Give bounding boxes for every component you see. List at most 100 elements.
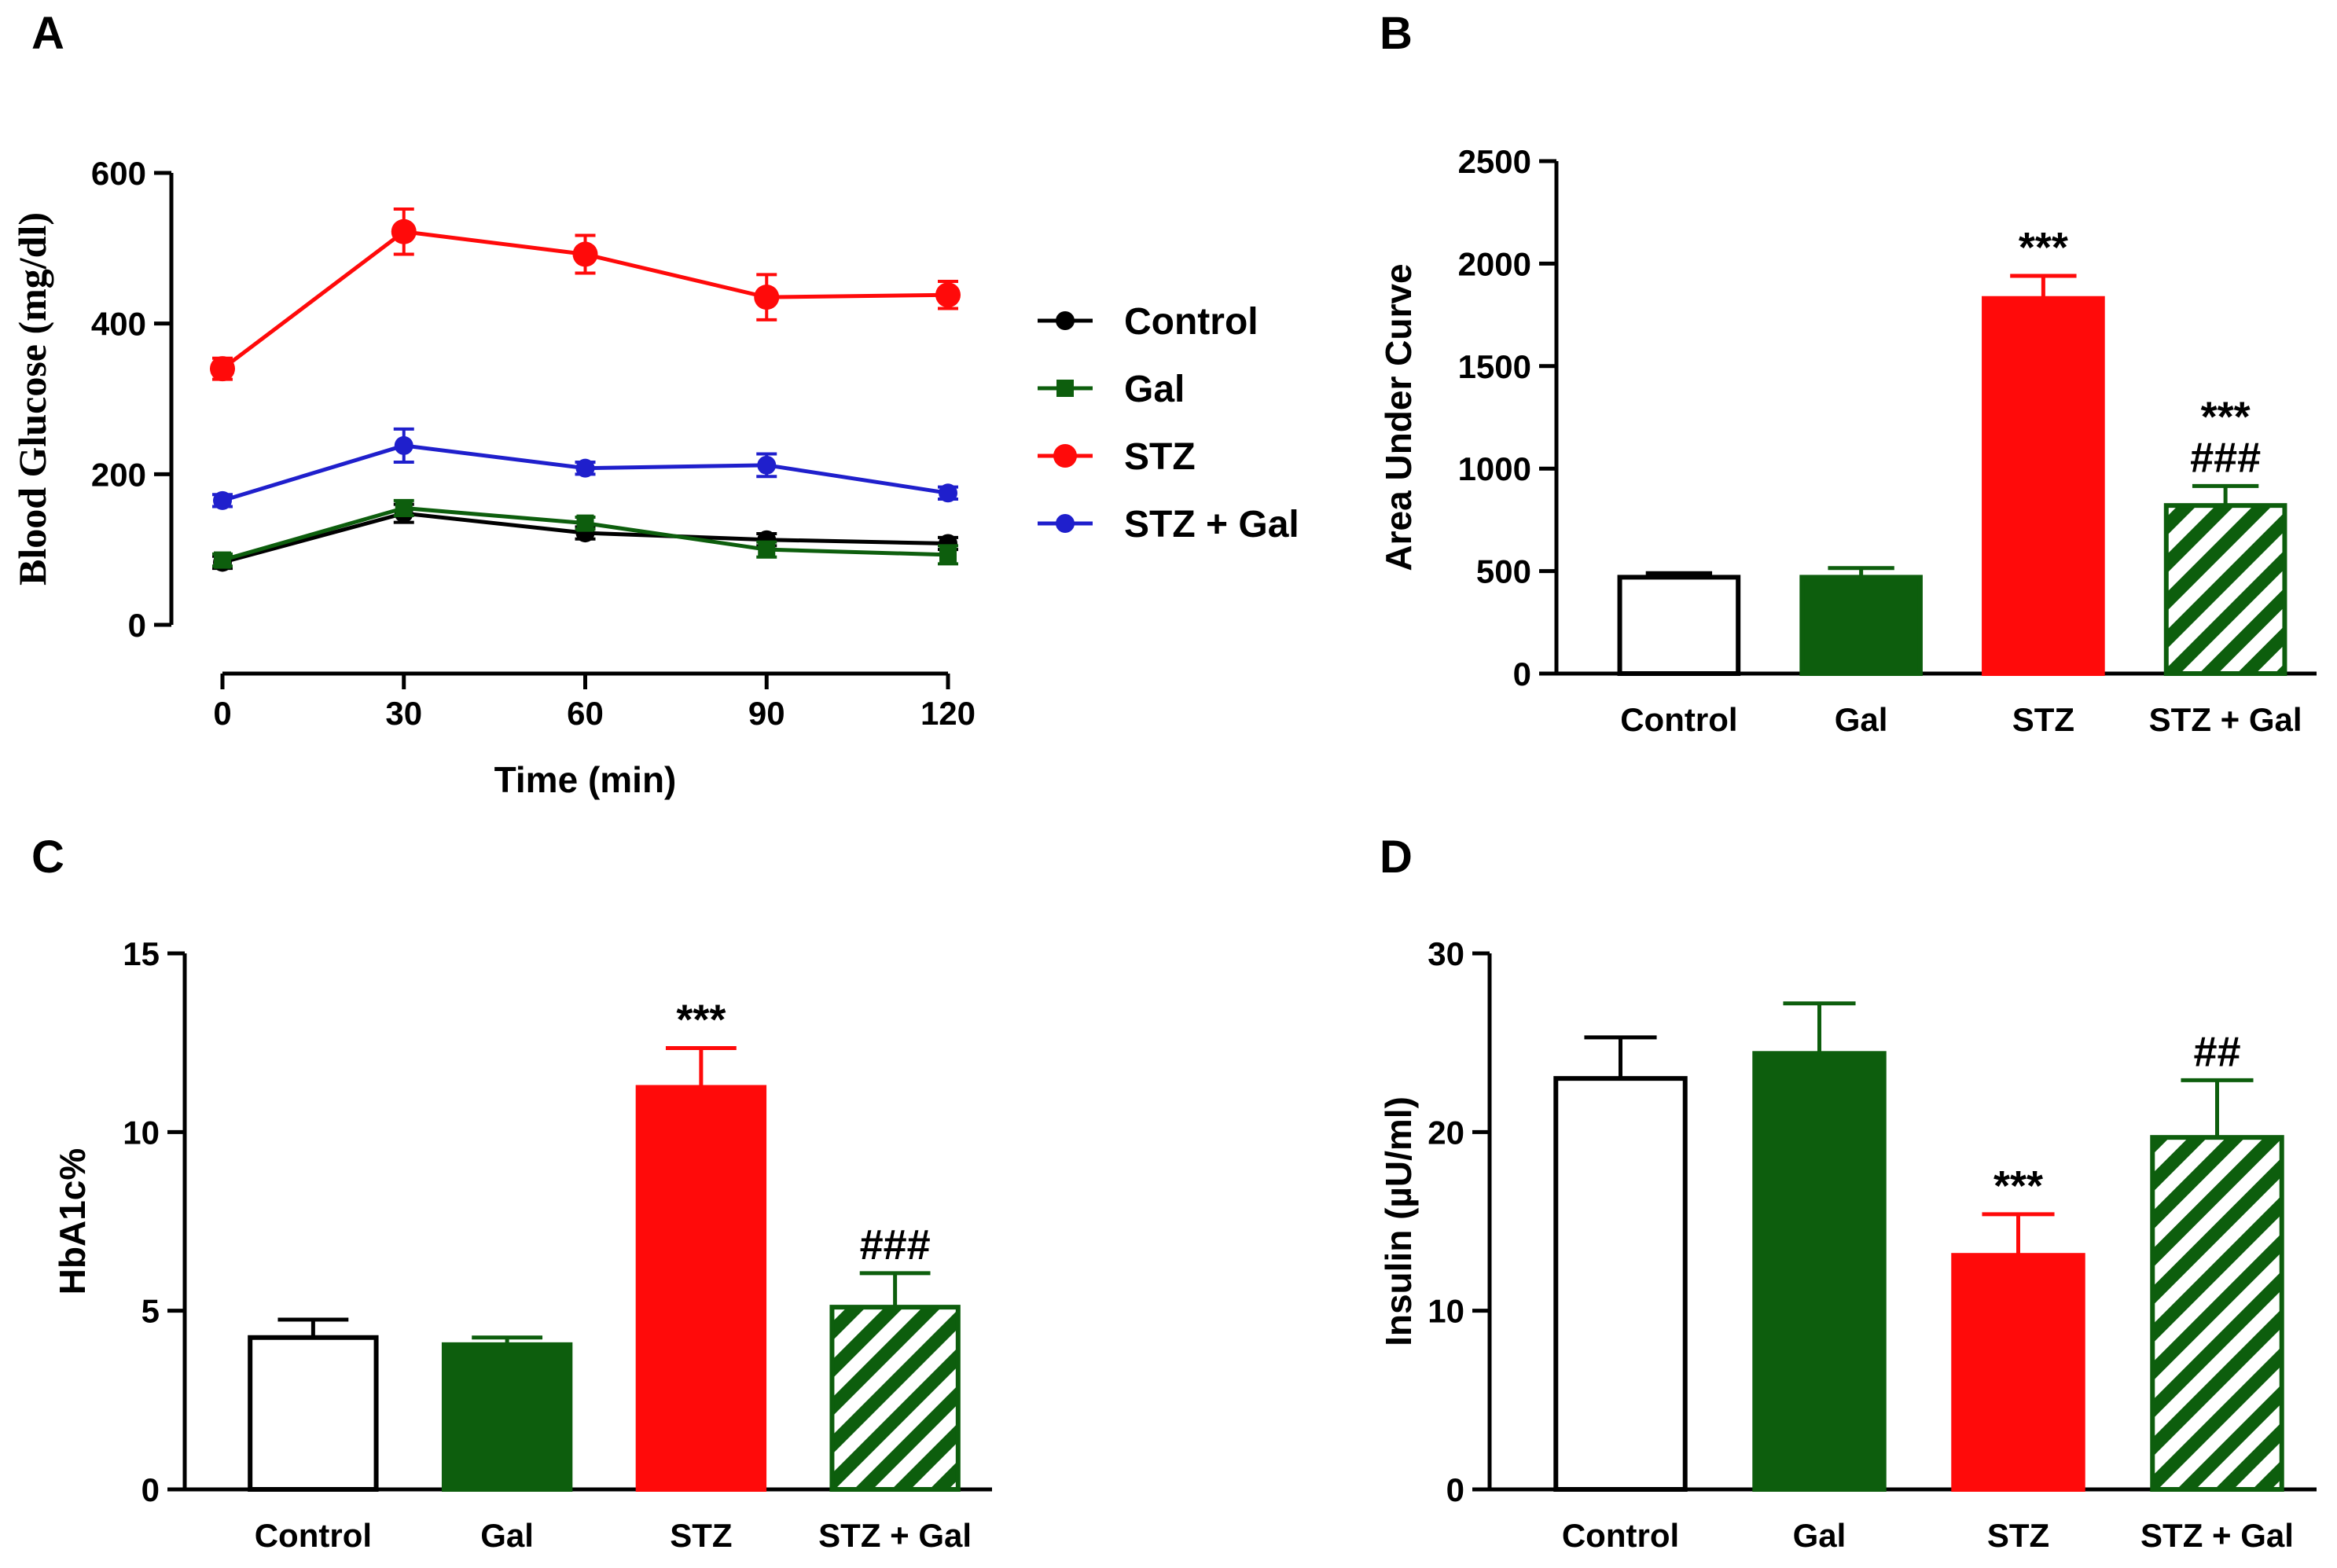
significance-label: *** — [2019, 224, 2068, 271]
data-point — [395, 499, 413, 517]
legend-marker — [1056, 380, 1074, 397]
legend: Control Gal STZ STZ + Gal — [1038, 301, 1299, 545]
x-tick-label: 120 — [920, 695, 976, 732]
y-tick-label: 15 — [123, 935, 160, 972]
bar-group-control: Control — [1553, 1035, 1688, 1554]
bar — [635, 1085, 767, 1492]
y-tick-label: 0 — [1513, 655, 1531, 692]
significance-label: ### — [860, 1221, 931, 1269]
y-tick-label: 0 — [128, 607, 146, 644]
y-tick-label: 10 — [1428, 1293, 1464, 1330]
bar-group-control: Control — [248, 1317, 379, 1554]
significance-label: *** — [676, 996, 726, 1043]
legend-label: STZ + Gal — [1124, 504, 1299, 545]
bar — [1951, 1253, 2085, 1493]
series-control — [212, 502, 958, 572]
panel-letter-c: C — [31, 832, 64, 883]
y-axis-title: Insulin (µU/ml) — [1378, 1096, 1419, 1346]
bar-group-gal: Gal — [1752, 1001, 1887, 1554]
legend-item-gal: Gal — [1038, 369, 1185, 410]
legend-item-control: Control — [1038, 301, 1259, 343]
x-tick-label: STZ + Gal — [2149, 701, 2302, 738]
y-tick-label: 0 — [1446, 1471, 1464, 1508]
data-point — [214, 551, 231, 569]
data-point — [213, 490, 232, 510]
bar — [829, 1305, 961, 1492]
bar — [2163, 503, 2287, 676]
legend-marker — [1056, 311, 1075, 330]
y-axis-title: HbA1c% — [52, 1148, 93, 1295]
legend-marker — [1056, 514, 1075, 533]
significance-label: *** — [1993, 1162, 2043, 1210]
y-tick-label: 30 — [1428, 935, 1464, 972]
x-tick-label: Gal — [480, 1517, 534, 1554]
bar-group-control: Control — [1617, 571, 1741, 738]
x-tick-label: STZ — [670, 1517, 732, 1554]
data-point — [210, 356, 235, 382]
y-tick-label: 2000 — [1458, 245, 1531, 282]
bar — [441, 1342, 573, 1492]
x-tick-label: 0 — [213, 695, 231, 732]
x-axis-title: Time (min) — [494, 759, 677, 800]
series-stz — [210, 207, 961, 382]
data-point — [391, 218, 417, 244]
data-point — [575, 458, 595, 478]
panel-c-bar-chart: C 0 5 10 15 HbA1c% Control Gal STZ *** STZ + Gal ##… — [31, 832, 992, 1554]
x-tick-label: STZ — [2012, 701, 2074, 738]
bar — [1799, 575, 1923, 677]
bar — [1752, 1051, 1887, 1492]
y-tick-label: 0 — [141, 1471, 160, 1508]
x-tick-label: Control — [255, 1517, 372, 1554]
x-tick-label: 30 — [385, 695, 422, 732]
y-axis-title: Area Under Curve — [1378, 263, 1419, 571]
legend-label: Gal — [1124, 369, 1185, 410]
bar-group-stz_gal_bar: STZ + Gal ## — [2140, 1028, 2294, 1554]
x-tick-label: Control — [1562, 1517, 1679, 1554]
bar-group-stz: STZ *** — [635, 996, 767, 1554]
series-stz_gal — [212, 427, 958, 510]
series-gal — [212, 498, 958, 569]
x-tick-label: STZ + Gal — [818, 1517, 972, 1554]
x-tick-label: Gal — [1835, 701, 1888, 738]
x-tick-label: 90 — [748, 695, 785, 732]
legend-label: STZ — [1124, 436, 1196, 478]
bar-group-gal: Gal — [1799, 566, 1923, 738]
panel-letter-a: A — [31, 8, 64, 59]
y-tick-label: 400 — [91, 306, 146, 343]
bar-group-stz: STZ *** — [1982, 224, 2105, 738]
significance-label: *** — [2201, 393, 2251, 440]
significance-label: ### — [2190, 434, 2261, 481]
bar — [248, 1335, 379, 1493]
data-point — [939, 545, 957, 564]
y-tick-label: 200 — [91, 456, 146, 493]
y-tick-label: 600 — [91, 155, 146, 192]
legend-item-stz: STZ — [1038, 436, 1196, 478]
data-point — [757, 455, 777, 475]
bar — [1617, 575, 1741, 677]
significance-label: ## — [2193, 1028, 2240, 1075]
x-tick-label: Control — [1620, 701, 1737, 738]
x-tick-label: 60 — [567, 695, 604, 732]
bar — [1982, 296, 2105, 676]
bar-group-stz_gal_bar: STZ + Gal ### — [818, 1221, 972, 1554]
y-tick-label: 1000 — [1458, 450, 1531, 487]
y-tick-label: 2500 — [1458, 143, 1531, 180]
data-point — [939, 483, 957, 503]
x-tick-label: STZ — [1987, 1517, 2049, 1554]
panel-b-bar-chart: B 0 500 1000 1500 2000 2500 Area Under Curve Con… — [1378, 8, 2317, 738]
panel-a-line-chart: A 0 200 400 600 0 30 60 90 120 Time (min) Blood Glu… — [10, 8, 1299, 800]
data-point — [572, 241, 598, 267]
bar-group-gal: Gal — [441, 1335, 573, 1554]
data-point — [935, 282, 961, 308]
bar — [1553, 1076, 1688, 1492]
x-tick-label: Gal — [1793, 1517, 1846, 1554]
bar — [2150, 1135, 2284, 1492]
data-point — [754, 285, 780, 310]
data-point — [576, 514, 594, 532]
panel-letter-b: B — [1380, 8, 1413, 59]
y-tick-label: 5 — [141, 1293, 160, 1330]
y-tick-label: 20 — [1428, 1114, 1464, 1151]
y-tick-label: 10 — [123, 1114, 160, 1151]
